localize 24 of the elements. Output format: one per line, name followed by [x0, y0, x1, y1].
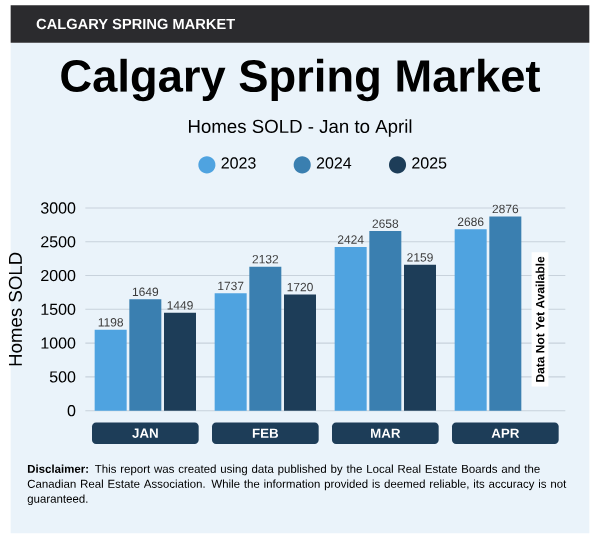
- bar: [284, 294, 316, 411]
- bar: [214, 293, 247, 411]
- chart-title: Calgary Spring Market: [61, 58, 540, 102]
- bar: [164, 312, 196, 411]
- bar: [334, 246, 367, 411]
- bar: [404, 264, 436, 411]
- bar: [454, 229, 487, 411]
- y-tick-label: 2500: [41, 236, 76, 248]
- bar: [94, 329, 127, 411]
- y-tick-label: 2000: [41, 269, 76, 282]
- legend-label: 2025: [412, 157, 447, 169]
- bar: [489, 216, 522, 411]
- y-tick-label: 500: [49, 371, 76, 383]
- legend-label: 2023: [221, 157, 256, 169]
- bar: [129, 299, 162, 411]
- y-tick-label: 0: [67, 405, 76, 417]
- y-axis-title: Homes SOLD: [8, 252, 22, 366]
- y-tick-label: 1000: [41, 337, 76, 349]
- y-tick-label: 1500: [41, 303, 76, 316]
- bar: [249, 266, 282, 411]
- legend-label: 2024: [316, 157, 352, 169]
- y-tick-label: 3000: [40, 202, 76, 214]
- bar: [369, 231, 402, 411]
- chart-subtitle: Homes SOLD - Jan to April: [188, 119, 412, 137]
